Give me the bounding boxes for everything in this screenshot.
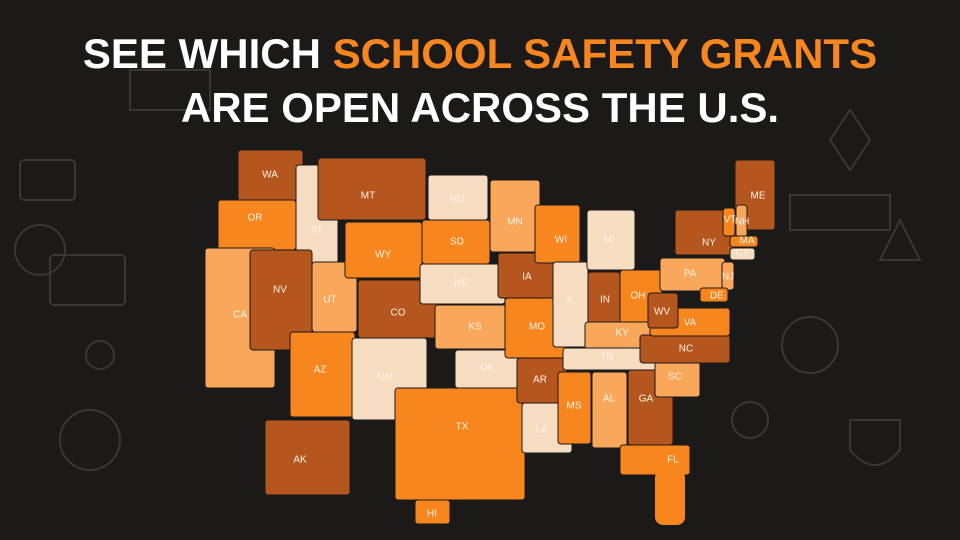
- state-label: UT: [323, 295, 336, 306]
- state-label: TX: [456, 422, 469, 433]
- state-label: WY: [375, 250, 391, 261]
- state-label: NM: [377, 373, 393, 384]
- state-label: MT: [361, 191, 375, 202]
- state-label: ME: [751, 191, 766, 202]
- state-shape: [699, 287, 729, 303]
- title-line-2: ARE OPEN ACROSS THE U.S.: [181, 84, 779, 131]
- state-label: VT: [724, 215, 737, 226]
- state-label: NJ: [722, 272, 734, 283]
- doodles: [14, 69, 922, 471]
- state-label: CO: [391, 308, 406, 319]
- state-shape: [722, 207, 736, 237]
- state-label: GA: [639, 394, 654, 405]
- state-label: AK: [293, 455, 307, 466]
- state-shape: [557, 371, 592, 445]
- state-label: KY: [615, 328, 629, 339]
- state-shape: [414, 499, 451, 525]
- state-label: AZ: [314, 365, 327, 376]
- state-label: VA: [684, 318, 697, 329]
- state-label: NE: [454, 278, 468, 289]
- state-label: IN: [600, 295, 610, 306]
- state-label: KS: [468, 322, 482, 333]
- state-label: OH: [631, 291, 646, 302]
- state-label: MO: [529, 322, 545, 333]
- state-label: OK: [480, 363, 495, 374]
- state-shape: [264, 419, 351, 496]
- state-label: MA: [740, 236, 755, 247]
- state-label: CA: [233, 310, 247, 321]
- us-map: WA OR CA ID NV UT AZ MT WY CO NM ND SD NE KS OK TX MN IA MO…: [204, 149, 776, 525]
- state-label: PA: [684, 269, 697, 280]
- state-label: WV: [654, 307, 670, 318]
- state-label: NV: [273, 285, 287, 296]
- state-label: AR: [533, 375, 547, 386]
- state-label: NC: [679, 344, 693, 355]
- state-label: WI: [555, 235, 567, 246]
- state-shape: [647, 292, 679, 329]
- state-label: SC: [668, 372, 682, 383]
- state-shape: [729, 247, 756, 261]
- state-label: FL: [667, 455, 679, 466]
- state-shape: [394, 387, 526, 501]
- state-label: ID: [311, 225, 321, 236]
- state-label: NH: [735, 217, 749, 228]
- state-label: MI: [603, 235, 614, 246]
- state-label: SD: [450, 237, 464, 248]
- state-label: HI: [427, 509, 437, 520]
- state-label: LA: [536, 425, 549, 436]
- state-label: AL: [603, 394, 616, 405]
- state-label: DE: [710, 291, 724, 302]
- state-shape: [317, 157, 427, 221]
- state-shape: [591, 371, 628, 449]
- title-text: SEE WHICH: [83, 30, 321, 77]
- state-shape: [655, 470, 685, 525]
- state-shape: [217, 199, 297, 251]
- state-label: TN: [600, 352, 613, 363]
- state-label: OR: [248, 213, 263, 224]
- title-line-1: SEE WHICH SCHOOL SAFETY GRANTS: [83, 30, 877, 77]
- state-shape: [619, 444, 691, 476]
- title-highlight: SCHOOL SAFETY GRANTS: [333, 30, 878, 77]
- state-shape: [586, 209, 636, 271]
- state-label: IL: [567, 295, 576, 306]
- state-label: MS: [567, 401, 582, 412]
- state-label: ND: [450, 194, 464, 205]
- state-label: CT: [735, 248, 748, 259]
- state-label: MN: [507, 217, 523, 228]
- state-shape: [729, 235, 759, 248]
- state-label: IA: [522, 272, 532, 283]
- state-label: WA: [262, 170, 278, 181]
- state-label: NY: [702, 238, 716, 249]
